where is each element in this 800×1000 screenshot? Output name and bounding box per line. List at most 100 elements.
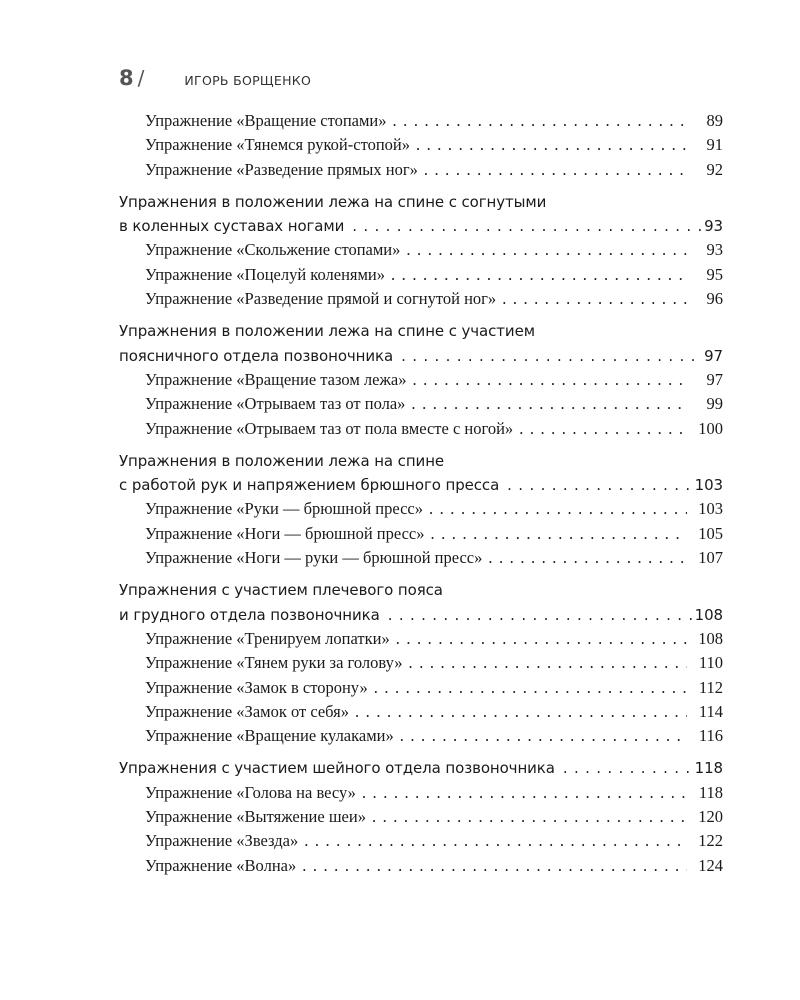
entry-page-number: 108 bbox=[698, 628, 723, 648]
toc-entry[interactable]: Упражнение «Поцелуй коленями» 95 bbox=[119, 263, 723, 287]
dot-leader bbox=[372, 805, 687, 829]
entry-page-number: 97 bbox=[706, 369, 724, 389]
toc-chapter-heading[interactable]: и грудного отдела позвоночника 108 bbox=[119, 603, 723, 627]
toc-entry[interactable]: Упражнение «Разведение прямой и согнутой… bbox=[119, 287, 723, 311]
entry-page-number: 122 bbox=[698, 831, 723, 851]
entry-page-number: 120 bbox=[698, 807, 723, 827]
toc-chapter-heading[interactable]: Упражнения в положении лежа на спине bbox=[119, 449, 723, 473]
toc-entry[interactable]: Упражнение «Вращение тазом лежа» 97 bbox=[119, 368, 723, 392]
dot-leader bbox=[424, 158, 687, 182]
chapter-page-number: 97 bbox=[704, 346, 723, 365]
chapter-title: Упражнения в положении лежа на спине bbox=[119, 451, 445, 470]
entry-page-number: 114 bbox=[698, 701, 723, 721]
dot-leader bbox=[409, 651, 687, 675]
dot-leader bbox=[396, 627, 687, 651]
dot-leader bbox=[355, 700, 687, 724]
toc-entry[interactable]: Упражнение «Вращение кулаками» 116 bbox=[119, 724, 723, 748]
entry-title: Упражнение «Тянемся рукой-стопой» bbox=[145, 135, 410, 155]
toc-entry[interactable]: Упражнение «Замок от себя» 114 bbox=[119, 700, 723, 724]
entry-title: Упражнение «Отрываем таз от пола» bbox=[145, 394, 406, 414]
chapter-title: и грудного отдела позвоночника bbox=[119, 605, 380, 624]
toc-chapter-heading[interactable]: в коленных суставах ногами 93 bbox=[119, 214, 723, 238]
toc-entry[interactable]: Упражнение «Вращение стопами» 89 bbox=[119, 109, 723, 133]
entry-title: Упражнение «Вращение стопами» bbox=[145, 111, 387, 130]
chapter-page-number: 108 bbox=[694, 605, 723, 624]
entry-title: Упражнение «Звезда» bbox=[145, 831, 299, 851]
entry-page-number: 118 bbox=[698, 782, 723, 802]
toc-chapter-heading[interactable]: Упражнения в положении лежа на спине с у… bbox=[119, 319, 723, 343]
toc-chapter-heading[interactable]: с работой рук и напряжением брюшного пре… bbox=[119, 473, 723, 497]
entry-title: Упражнение «Поцелуй коленями» bbox=[145, 264, 386, 284]
entry-page-number: 110 bbox=[698, 653, 723, 673]
dot-leader bbox=[563, 756, 692, 780]
toc-entry[interactable]: Упражнение «Вытяжение шеи» 120 bbox=[119, 805, 723, 829]
toc-entry[interactable]: Упражнение «Волна» 124 bbox=[119, 854, 723, 878]
toc-entry[interactable]: Упражнение «Скольжение стопами» 93 bbox=[119, 238, 723, 262]
dot-leader bbox=[352, 214, 701, 238]
toc-entry[interactable]: Упражнение «Ноги — руки — брюшной пресс»… bbox=[119, 546, 723, 570]
toc-chapter-heading[interactable]: Упражнения с участием плечевого пояса bbox=[119, 578, 723, 602]
dot-leader bbox=[488, 546, 687, 570]
entry-page-number: 92 bbox=[706, 159, 724, 179]
chapter-title: Упражнения в положении лежа на спине с с… bbox=[119, 192, 547, 211]
running-header: 8 / ИГОРЬ БОРЩЕНКО bbox=[119, 66, 311, 90]
entry-page-number: 89 bbox=[706, 111, 724, 130]
toc-entry[interactable]: Упражнение «Голова на весу» 118 bbox=[119, 781, 723, 805]
toc-entry[interactable]: Упражнение «Тренируем лопатки» 108 bbox=[119, 627, 723, 651]
dot-leader bbox=[393, 109, 687, 133]
toc-entry[interactable]: Упражнение «Ноги — брюшной пресс» 105 bbox=[119, 522, 723, 546]
author-name: ИГОРЬ БОРЩЕНКО bbox=[184, 73, 312, 88]
toc-entry[interactable]: Упражнение «Разведение прямых ног» 92 bbox=[119, 158, 723, 182]
toc-entry[interactable]: Упражнение «Руки — брюшной пресс» 103 bbox=[119, 497, 723, 521]
dot-leader bbox=[507, 473, 691, 497]
dot-leader bbox=[391, 263, 687, 287]
entry-page-number: 95 bbox=[706, 264, 724, 284]
entry-title: Упражнение «Замок от себя» bbox=[145, 701, 350, 721]
entry-page-number: 100 bbox=[698, 418, 723, 438]
entry-title: Упражнение «Тренируем лопатки» bbox=[145, 628, 390, 648]
entry-title: Упражнение «Голова на весу» bbox=[145, 782, 356, 802]
entry-title: Упражнение «Замок в сторону» bbox=[145, 677, 368, 697]
dot-leader bbox=[406, 238, 687, 262]
toc-entry[interactable]: Упражнение «Отрываем таз от пола вместе … bbox=[119, 417, 723, 441]
toc-entry[interactable]: Упражнение «Замок в сторону» 112 bbox=[119, 676, 723, 700]
toc-chapter-heading[interactable]: поясничного отдела позвоночника 97 bbox=[119, 344, 723, 368]
chapter-title: поясничного отдела позвоночника bbox=[119, 346, 394, 365]
toc-section: Упражнения с участием плечевого пояса и г… bbox=[119, 578, 723, 748]
entry-page-number: 103 bbox=[698, 499, 723, 519]
chapter-page-number: 93 bbox=[704, 217, 723, 236]
toc-entry[interactable]: Упражнение «Тянем руки за голову» 110 bbox=[119, 651, 723, 675]
entry-title: Упражнение «Отрываем таз от пола вместе … bbox=[145, 418, 514, 438]
chapter-title: Упражнения с участием плечевого пояса bbox=[119, 581, 443, 600]
toc-entry[interactable]: Упражнение «Звезда» 122 bbox=[119, 829, 723, 853]
dot-leader bbox=[304, 829, 687, 853]
dot-leader bbox=[519, 417, 687, 441]
chapter-title: Упражнения с участием шейного отдела поз… bbox=[119, 759, 555, 778]
entry-title: Упражнение «Скольжение стопами» bbox=[145, 240, 401, 260]
dot-leader bbox=[411, 392, 687, 416]
toc-section: Упражнения в положении лежа на спине с у… bbox=[119, 319, 723, 440]
chapter-page-number: 118 bbox=[694, 759, 723, 778]
entry-page-number: 105 bbox=[698, 523, 723, 543]
toc-chapter-heading[interactable]: Упражнения в положении лежа на спине с с… bbox=[119, 190, 723, 214]
table-of-contents: Упражнение «Вращение стопами»89Упражнени… bbox=[119, 109, 723, 886]
entry-title: Упражнение «Тянем руки за голову» bbox=[145, 653, 403, 673]
entry-title: Упражнение «Волна» bbox=[145, 855, 297, 875]
toc-section: Упражнения в положении лежа на спине с ра… bbox=[119, 449, 723, 570]
toc-entry[interactable]: Упражнение «Тянемся рукой-стопой» 91 bbox=[119, 133, 723, 157]
dot-leader bbox=[416, 133, 687, 157]
dot-leader bbox=[431, 522, 688, 546]
entry-title: Упражнение «Руки — брюшной пресс» bbox=[145, 499, 423, 519]
chapter-title: Упражнения в положении лежа на спине с у… bbox=[119, 322, 535, 341]
entry-page-number: 116 bbox=[698, 726, 723, 746]
toc-entry[interactable]: Упражнение «Отрываем таз от пола» 99 bbox=[119, 392, 723, 416]
dot-leader bbox=[400, 724, 687, 748]
toc-section: Упражнения в положении лежа на спине с с… bbox=[119, 190, 723, 311]
dot-leader bbox=[374, 676, 687, 700]
toc-chapter-heading[interactable]: Упражнения с участием шейного отдела поз… bbox=[119, 756, 723, 780]
entry-page-number: 124 bbox=[698, 855, 723, 875]
dot-leader bbox=[362, 781, 687, 805]
entry-title: Упражнение «Разведение прямой и согнутой… bbox=[145, 289, 497, 309]
entry-title: Упражнение «Вытяжение шеи» bbox=[145, 807, 366, 827]
entry-page-number: 99 bbox=[706, 394, 724, 414]
